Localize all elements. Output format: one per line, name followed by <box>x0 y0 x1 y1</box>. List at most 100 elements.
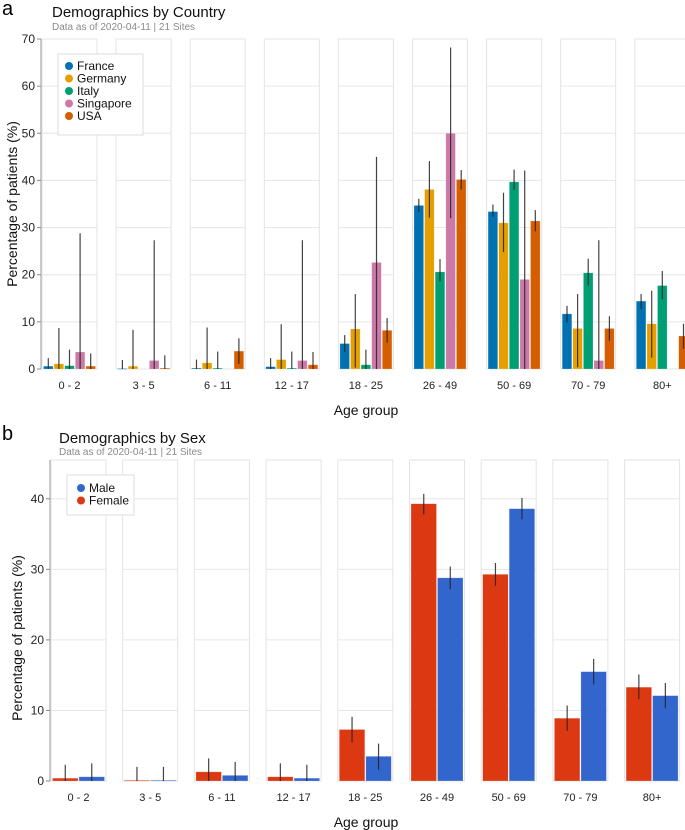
bar-italy-26-49 <box>434 271 446 370</box>
y-tick-label: 30 <box>22 221 36 235</box>
panel-a: a Demographics by Country Data as of 202… <box>2 0 685 418</box>
panel-b-y-axis-label: Percentage of patients (%) <box>9 555 25 721</box>
x-tick-label: 50 - 69 <box>492 792 526 804</box>
legend-swatch <box>65 87 73 95</box>
legend-swatch <box>65 74 73 83</box>
facet-panel <box>337 38 394 370</box>
x-tick-label: 18 - 25 <box>348 792 382 804</box>
legend-label: USA <box>77 109 102 123</box>
x-tick-label: 3 - 5 <box>133 380 155 392</box>
bar-male-80+ <box>652 695 679 782</box>
y-tick-label: 20 <box>22 268 36 282</box>
bar-female-80+ <box>625 686 652 782</box>
facet-frame <box>337 38 394 370</box>
y-tick-label: 40 <box>31 492 45 506</box>
panel-a-y-axis-label: Percentage of patients (%) <box>4 121 20 287</box>
legend-item-singapore: Singapore <box>65 97 132 111</box>
panel-a-subtitle: Data as of 2020-04-11 | 21 Sites <box>52 22 195 33</box>
panel-b-letter: b <box>2 423 13 445</box>
panel-a-letter: a <box>2 0 14 20</box>
facet-panel <box>265 459 322 782</box>
panel-a-title: Demographics by Country <box>52 4 226 21</box>
facet-panel <box>486 38 543 370</box>
facet-frame <box>189 38 246 370</box>
panel-b-plot: 0 - 2 3 - 5 6 - 11 12 - 17 18 - 25 26 - 49 50 … <box>31 459 681 804</box>
y-tick-label: 40 <box>22 173 36 187</box>
x-tick-label: 80+ <box>653 380 672 392</box>
x-tick-label: 70 - 79 <box>571 380 605 392</box>
legend-label: France <box>77 59 115 73</box>
y-tick-label: 60 <box>22 79 36 93</box>
legend-swatch <box>77 484 85 492</box>
legend-swatch <box>77 496 85 505</box>
panel-b-x-axis-label: Age group <box>334 814 399 830</box>
panel-a-plot: 0 - 2 3 - 5 6 - 11 12 - 17 18 - 25 26 - 49 50 … <box>22 32 685 392</box>
facet-panel <box>189 38 246 370</box>
legend-item-male: Male <box>77 481 115 495</box>
y-axis: 0 10 20 30 40 <box>31 460 51 788</box>
legend-swatch <box>65 99 73 108</box>
legend-label: Italy <box>77 84 99 98</box>
x-tick-label: 18 - 25 <box>349 380 383 392</box>
x-tick-label: 3 - 5 <box>139 792 161 804</box>
facet-panel <box>560 38 617 370</box>
bar-female-50-69 <box>482 573 509 782</box>
x-tick-label: 26 - 49 <box>420 792 454 804</box>
bar-france-50-69 <box>487 211 499 370</box>
legend-swatch <box>65 112 73 120</box>
x-tick-label: 50 - 69 <box>497 380 531 392</box>
legend-label: Singapore <box>77 97 132 111</box>
bar-france-80+ <box>635 300 647 370</box>
x-tick-label: 0 - 2 <box>58 380 80 392</box>
facet-frame <box>193 459 250 782</box>
facet-panel <box>337 459 394 782</box>
facet-panel <box>624 459 681 782</box>
legend-label: Female <box>89 494 129 508</box>
facet-panel <box>552 459 609 782</box>
y-tick-label: 0 <box>28 362 35 376</box>
x-tick-label: 80+ <box>643 792 662 804</box>
facet-frame <box>122 459 179 782</box>
x-tick-label: 12 - 17 <box>276 792 310 804</box>
legend-box <box>57 53 144 136</box>
legend-item-usa: USA <box>65 109 102 123</box>
facet-panel <box>193 459 250 782</box>
legend-item-france: France <box>65 59 115 73</box>
bar-france-26-49 <box>413 205 424 370</box>
bar-italy-50-69 <box>508 181 520 370</box>
x-tick-label: 0 - 2 <box>67 792 89 804</box>
panel-a-x-axis-label: Age group <box>334 402 399 418</box>
legend-item-italy: Italy <box>65 84 99 98</box>
facet-frame <box>265 459 322 782</box>
x-tick-label: 6 - 11 <box>208 792 235 804</box>
y-tick-label: 50 <box>22 126 36 140</box>
y-tick-label: 20 <box>31 633 45 647</box>
x-tick-label: 70 - 79 <box>563 792 597 804</box>
legend-swatch <box>65 62 73 70</box>
bar-male-50-69 <box>508 508 536 782</box>
facet-panel <box>263 38 320 370</box>
facet-panel <box>412 38 468 370</box>
facet-frame <box>337 459 394 782</box>
facet-panel <box>480 459 537 782</box>
y-tick-label: 70 <box>22 32 36 46</box>
legend-label: Male <box>89 481 115 495</box>
y-tick-label: 10 <box>22 315 36 329</box>
facet-panel <box>634 38 685 370</box>
y-tick-label: 30 <box>31 562 45 576</box>
facet-frame <box>263 38 320 370</box>
x-tick-label: 12 - 17 <box>275 380 309 392</box>
bar-male-70-79 <box>580 671 607 782</box>
panel-b-title: Demographics by Sex <box>59 430 206 447</box>
y-axis: 0 10 20 30 40 50 60 70 <box>22 32 42 376</box>
bar-female-26-49 <box>410 503 437 782</box>
facet-panel <box>122 459 179 782</box>
y-tick-label: 0 <box>37 774 44 788</box>
panel-b-subtitle: Data as of 2020-04-11 | 21 Sites <box>59 447 202 458</box>
facet-panel <box>409 459 465 782</box>
x-tick-label: 6 - 11 <box>204 380 231 392</box>
y-tick-label: 10 <box>31 703 45 717</box>
